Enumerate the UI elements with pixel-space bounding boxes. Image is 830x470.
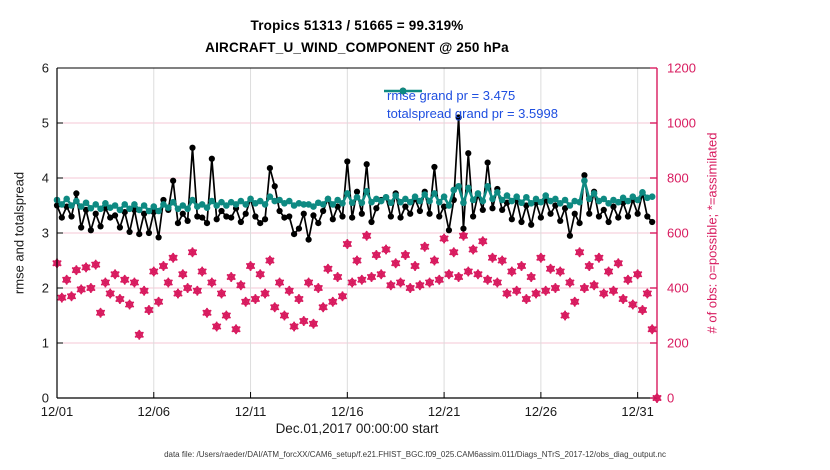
legend: rmse grand pr = 3.475 totalspread grand …: [383, 86, 558, 122]
x-axis-label: Dec.01,2017 00:00:00 start: [275, 421, 439, 436]
x-tick-label: 12/31: [621, 404, 654, 419]
y-left-tick-label: 6: [42, 61, 49, 76]
y-left-tick-label: 3: [42, 226, 49, 241]
y-left-tick-label: 5: [42, 116, 49, 131]
tick-marks-and-labels: 0 1 2 3 4 5 6 0 200 400 600 800 1000 1200 12/01 12/06 12…: [41, 61, 696, 420]
y-left-tick-label: 4: [42, 171, 49, 186]
y-left-tick-label: 1: [42, 336, 49, 351]
x-tick-label: 12/21: [428, 404, 461, 419]
y-right-tick-label: 1200: [667, 61, 696, 76]
y-right-tick-label: 600: [667, 226, 689, 241]
y-right-tick-label: 1000: [667, 116, 696, 131]
legend-row-totalspread: totalspread grand pr = 3.5998: [383, 87, 558, 122]
y-axis-left-label: rmse and totalspread: [11, 171, 27, 295]
x-tick-label: 12/11: [235, 404, 267, 419]
y-left-tick-label: 0: [42, 391, 49, 406]
totalspread-series: [53, 177, 656, 215]
x-tick-label: 12/26: [525, 404, 558, 419]
chart-title-ratio: Tropics 51313 / 51665 = 99.319%: [250, 18, 464, 33]
y-right-tick-label: 800: [667, 171, 689, 186]
y-right-tick-label: 0: [667, 391, 674, 406]
x-tick-label: 12/16: [331, 404, 364, 419]
rmse-series: [53, 114, 656, 243]
y-right-tick-label: 200: [667, 336, 689, 351]
y-right-tick-label: 400: [667, 281, 689, 296]
totalspread-line-sample-icon: [384, 87, 422, 95]
x-tick-label: 12/06: [138, 404, 171, 419]
obs-count-markers: [52, 230, 662, 404]
data-file-path: data file: /Users/raeder/DAI/ATM_forcXX/…: [164, 450, 666, 459]
x-tick-label: 12/01: [41, 404, 74, 419]
y-left-tick-label: 2: [42, 281, 49, 296]
y-axis-right-label: # of obs: o=possible; *=assimilated: [704, 132, 720, 334]
legend-label-totalspread: totalspread grand pr = 3.5998: [387, 105, 558, 121]
chart-title-variable: AIRCRAFT_U_WIND_COMPONENT @ 250 hPa: [205, 40, 509, 55]
